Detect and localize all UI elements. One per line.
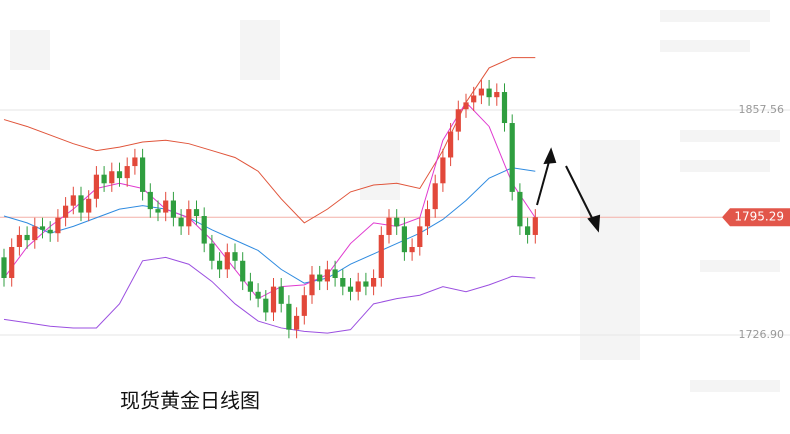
candle-body (147, 191, 153, 210)
candle-body (186, 209, 192, 227)
candle-body (332, 269, 338, 279)
candle-body (255, 291, 261, 299)
candle-body (301, 295, 307, 316)
candle-body (116, 171, 123, 179)
candle-body (309, 274, 315, 296)
indicator-line (3, 167, 536, 284)
candle-body (501, 92, 508, 124)
y-tick-label: 1726.90 (739, 328, 785, 341)
candle-body (286, 303, 292, 330)
candle-body (294, 315, 300, 330)
candle-body (517, 191, 523, 227)
price-tag (722, 208, 790, 227)
indicator-line (3, 57, 536, 224)
y-tick-label: 1857.56 (739, 103, 785, 116)
candle-body (16, 234, 22, 248)
candle-body (270, 286, 277, 313)
candle-body (78, 195, 84, 213)
candle-body (394, 217, 400, 227)
price-label: 1795.29 (734, 210, 784, 224)
candle-body (232, 252, 238, 261)
candle-body (101, 174, 107, 184)
candle-body (170, 200, 176, 218)
candle-body (209, 243, 215, 261)
candle-body (217, 260, 223, 270)
candle-body (355, 281, 361, 292)
candle-body (224, 252, 230, 270)
candle-body (424, 209, 431, 227)
candle-body (409, 247, 415, 253)
candle-body (509, 123, 515, 192)
candle-body (193, 209, 200, 217)
candle-body (494, 92, 500, 98)
candle-body (178, 217, 184, 227)
candle-body (163, 200, 169, 213)
candle-body (463, 102, 469, 110)
candle-body (455, 109, 461, 132)
candle-body (432, 183, 438, 210)
indicator-line (3, 101, 536, 300)
candle-body (448, 131, 454, 158)
candle-body (32, 226, 38, 241)
candle-body (39, 226, 46, 230)
candle-body (140, 157, 146, 192)
candle-body (70, 195, 76, 206)
candle-body (1, 257, 7, 279)
candle-body (401, 226, 407, 253)
candle-body (240, 260, 246, 282)
candle-body (340, 278, 346, 287)
arrows (536, 147, 601, 233)
candle-body (93, 174, 99, 199)
candle-body (63, 205, 69, 218)
candle-body (417, 226, 423, 248)
candle-body (109, 171, 115, 184)
candle-body (9, 247, 15, 279)
chart-title: 现货黄金日线图 (120, 389, 260, 413)
candle-body (55, 217, 61, 234)
candle-body (371, 278, 377, 287)
candle-body (486, 88, 492, 98)
candle-body (324, 269, 330, 282)
candle-body (440, 157, 446, 184)
candle-body (386, 217, 392, 235)
candle-body (124, 166, 130, 179)
candle-body (263, 298, 269, 313)
candle-body (525, 226, 531, 235)
candle-body (478, 88, 484, 96)
candle-body (278, 286, 284, 304)
candle-body (532, 217, 538, 235)
candle-body (155, 209, 161, 213)
candle-body (86, 198, 92, 213)
indicator-line (3, 256, 536, 334)
watermark (10, 10, 780, 392)
candle-body (132, 157, 138, 167)
candle-body (317, 274, 323, 282)
candle-body (247, 281, 253, 292)
candle-body (471, 95, 477, 103)
candle-body (363, 281, 369, 287)
candle-body (347, 286, 354, 292)
candle-body (47, 229, 53, 234)
candle-body (378, 234, 384, 279)
candle-body (201, 216, 207, 244)
candle-body (24, 234, 30, 241)
